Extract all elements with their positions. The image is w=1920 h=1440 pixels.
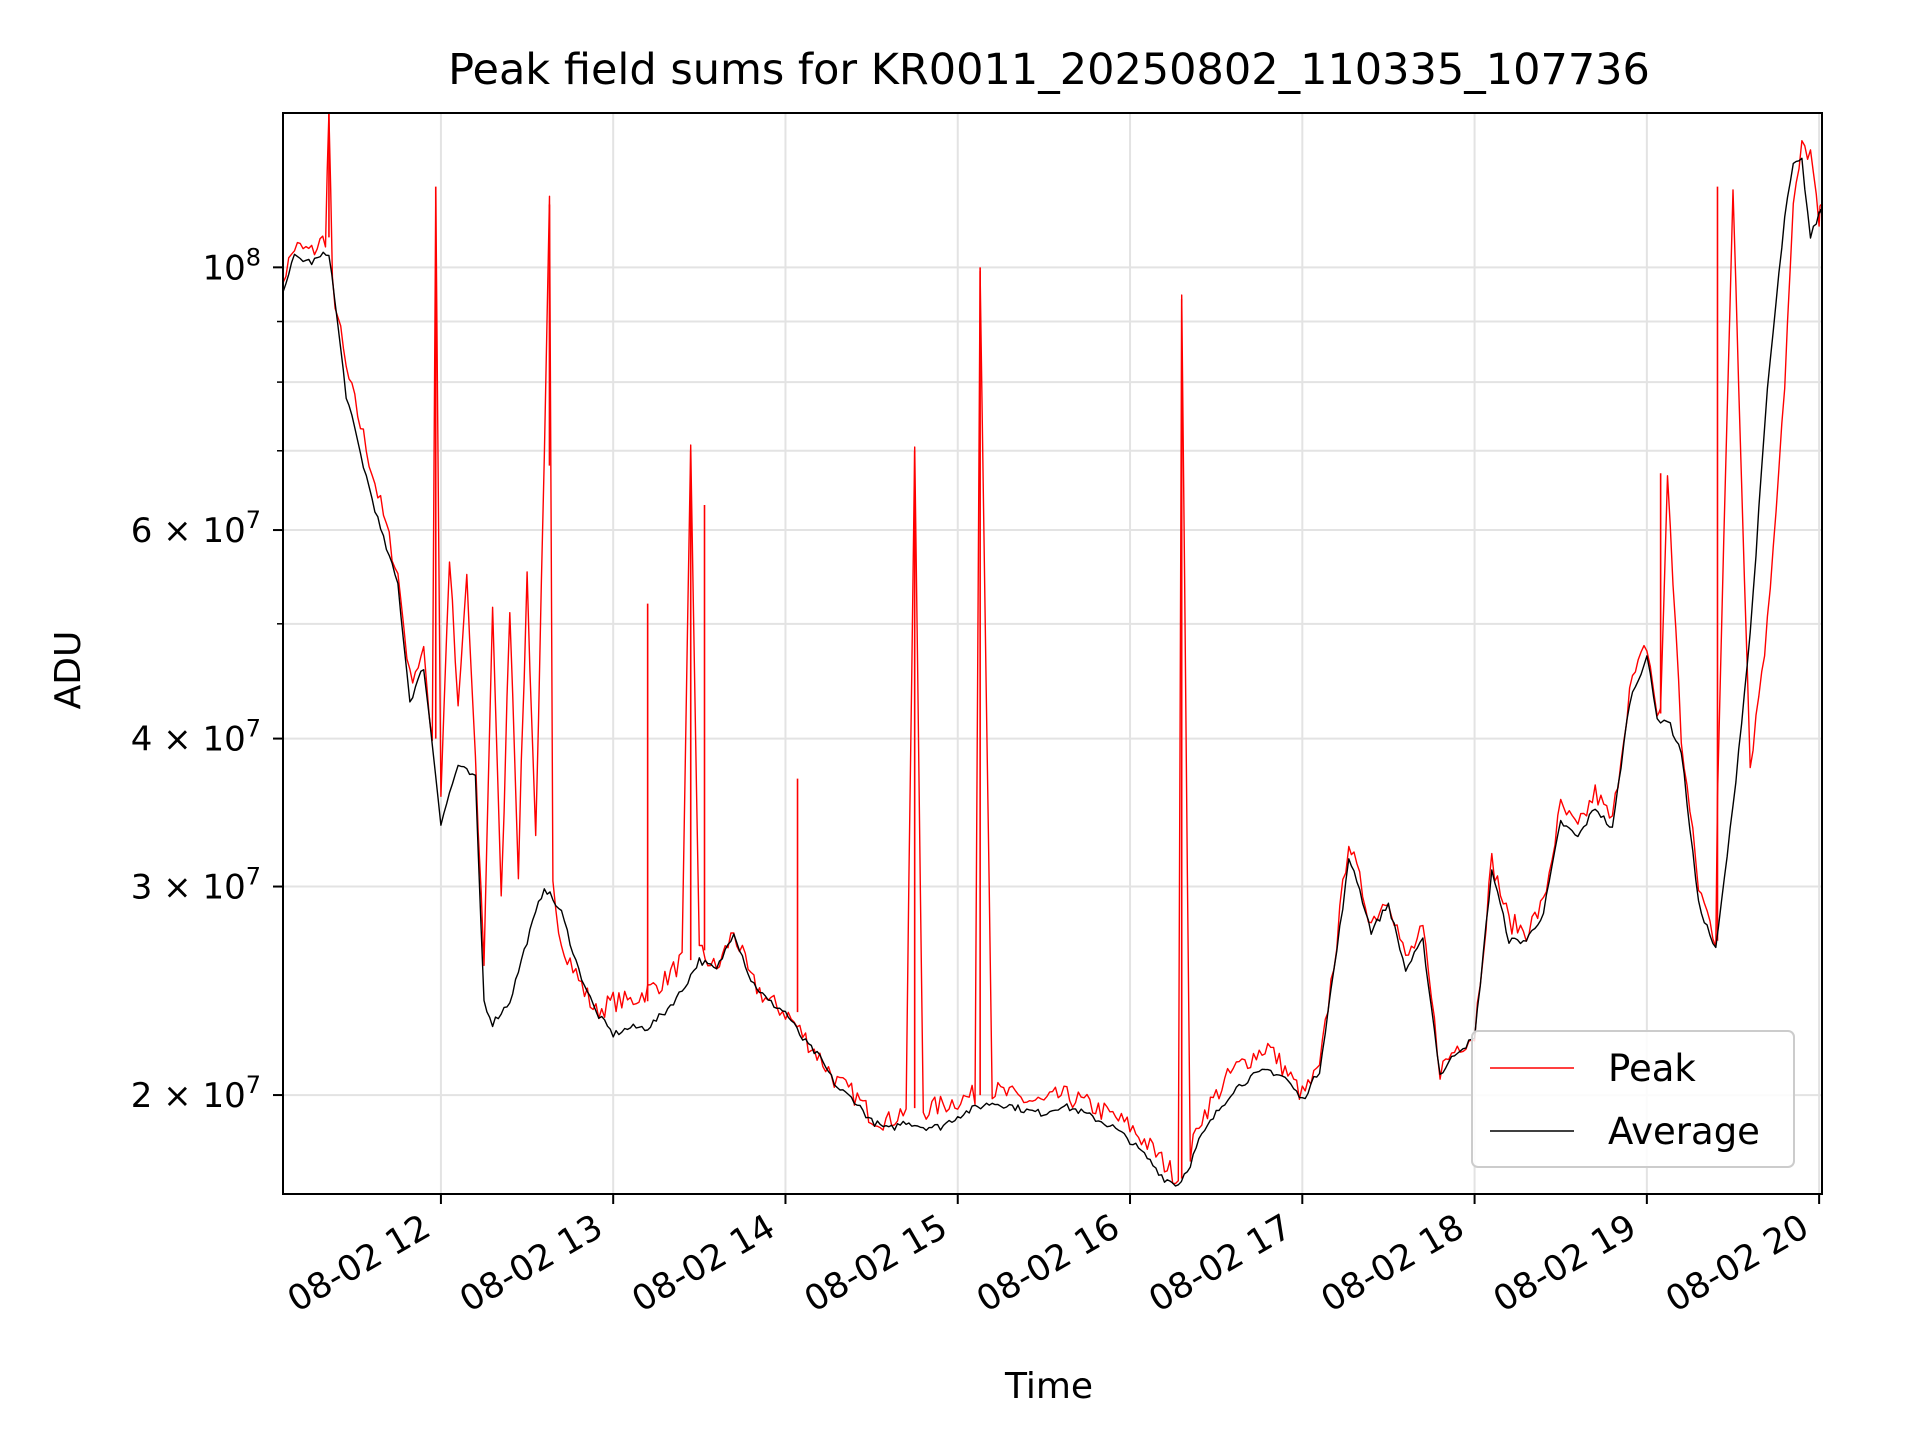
series-line-peak: [283, 113, 1822, 1185]
chart-title: Peak field sums for KR0011_20250802_1103…: [448, 45, 1650, 95]
y-tick-label: 108: [202, 243, 261, 288]
legend: Peak Average: [1471, 1030, 1795, 1168]
plot-area: [283, 113, 1822, 1187]
legend-average-label: Average: [1608, 1110, 1760, 1153]
series-line-average: [283, 157, 1822, 1187]
y-tick-label: 3 × 107: [131, 863, 261, 908]
series-group: [283, 113, 1822, 1187]
y-tick-label: 6 × 107: [131, 506, 261, 551]
y-tick-label: 2 × 107: [131, 1071, 261, 1116]
legend-box: [1471, 1030, 1795, 1168]
y-axis-label: ADU: [48, 631, 89, 710]
x-axis-label: Time: [1004, 1366, 1093, 1407]
y-tick-label: 4 × 107: [131, 715, 261, 760]
legend-peak-label: Peak: [1608, 1047, 1696, 1090]
plot-frame: [282, 112, 1823, 1195]
